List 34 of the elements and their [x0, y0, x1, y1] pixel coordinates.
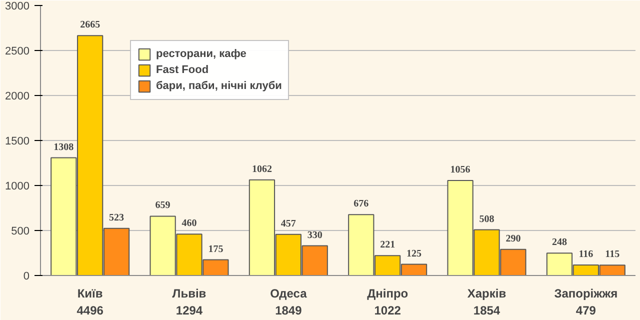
x-tick-label: Одеса 1849: [270, 286, 308, 318]
y-tick-label: 2500: [5, 46, 30, 58]
x-tick-label: Київ 4496: [76, 286, 104, 318]
y-tick-label: 1500: [5, 136, 30, 148]
x-tick-label: Запоріжжя 479: [554, 286, 618, 318]
y-tick-label: 2000: [5, 90, 30, 102]
data-label: 248: [552, 237, 567, 248]
legend-label: бари, паби, нічні клуби: [156, 80, 282, 92]
x-tick-label: Дніпро 1022: [367, 286, 408, 318]
data-label: 2665: [80, 20, 100, 31]
data-label: 1062: [252, 164, 272, 175]
y-tick-label: 1000: [5, 180, 30, 192]
data-label: 1056: [450, 164, 470, 176]
data-label: 676: [354, 198, 369, 210]
data-label: 460: [182, 218, 197, 230]
data-label: 1308: [54, 142, 74, 153]
data-label: 115: [605, 249, 620, 260]
y-tick-label: 3000: [5, 0, 30, 12]
y-tick-label: 0: [23, 270, 30, 282]
data-label: 523: [109, 212, 124, 224]
legend-label: Fast Food: [156, 64, 209, 76]
data-label: 330: [307, 230, 322, 241]
data-label: 290: [506, 233, 521, 244]
data-label: 116: [578, 249, 594, 260]
legend-label: ресторани, кафе: [156, 48, 246, 60]
y-tick-label: 500: [11, 226, 30, 238]
data-label: 508: [479, 214, 494, 225]
data-label: 175: [208, 244, 224, 255]
x-tick-label: Львів 1294: [172, 286, 206, 318]
data-label: 221: [380, 240, 396, 251]
data-label: 457: [280, 218, 296, 230]
data-label: 659: [155, 200, 170, 212]
data-label: 125: [406, 248, 422, 260]
x-tick-label: Харків 1854: [467, 286, 506, 318]
